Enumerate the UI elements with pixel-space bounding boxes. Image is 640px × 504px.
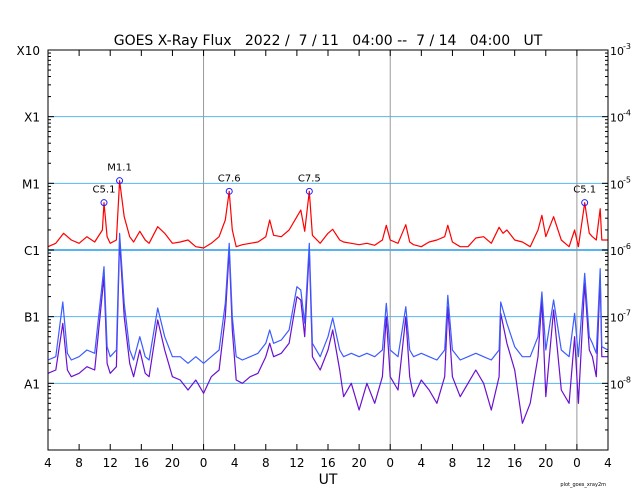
right-axis-label-exponent: -6 xyxy=(623,242,631,251)
series-short-line xyxy=(47,232,609,364)
flare-marker xyxy=(305,187,313,195)
right-axis-label: 10 -4 xyxy=(610,109,631,125)
flare-label: M1.1 xyxy=(107,163,132,174)
flare-marker xyxy=(116,177,124,185)
flare-marker xyxy=(100,199,108,207)
x-tick-label: 0 xyxy=(200,456,208,470)
flare-label: C7.6 xyxy=(218,173,241,184)
series-long-line xyxy=(47,180,608,249)
right-axis-label: 10 -6 xyxy=(610,242,631,258)
x-tick-label: 16 xyxy=(134,456,149,470)
right-axis-label-exponent: -4 xyxy=(623,109,631,118)
x-tick-label: 8 xyxy=(449,456,457,470)
plot-footer: plot_goes_xray2m xyxy=(560,482,606,488)
x-tick-label: 20 xyxy=(538,456,553,470)
series-short2-line xyxy=(47,239,608,424)
flare-marker xyxy=(225,187,233,195)
x-tick-label: 0 xyxy=(386,456,394,470)
x-tick-label: 16 xyxy=(320,456,335,470)
left-axis-label: C1 xyxy=(24,244,40,258)
flare-label: C5.1 xyxy=(573,185,596,196)
x-tick-label: 4 xyxy=(604,456,612,470)
right-axis-label-base: 10 xyxy=(610,45,624,58)
x-tick-label: 0 xyxy=(573,456,581,470)
left-axis-label: X10 xyxy=(17,44,41,58)
right-axis-label: 10 -3 xyxy=(610,42,631,58)
x-tick-label: 4 xyxy=(44,456,52,470)
flare-annotations: C5.1 M1.1 C7.6 C7.5 C5.1 xyxy=(93,163,596,207)
right-axis-label-exponent: -5 xyxy=(623,175,631,184)
right-axis-label-base: 10 xyxy=(610,178,624,191)
right-axis-label-base: 10 xyxy=(610,245,624,258)
flare-marker xyxy=(581,199,589,207)
left-axis-label: B1 xyxy=(24,311,40,325)
right-axis-label: 10 -5 xyxy=(610,175,631,191)
x-tick-label: 20 xyxy=(351,456,366,470)
right-axis-label-base: 10 xyxy=(610,112,624,125)
x-tick-label: 12 xyxy=(103,456,118,470)
right-axis-label: 10 -8 xyxy=(610,375,631,391)
right-axis-label-base: 10 xyxy=(610,378,624,391)
x-tick-label: 12 xyxy=(476,456,491,470)
series-layer xyxy=(47,180,609,424)
x-tick-label: 16 xyxy=(507,456,522,470)
x-tick-label: 8 xyxy=(262,456,270,470)
left-axis-label: A1 xyxy=(24,377,40,391)
x-tick-label: 4 xyxy=(231,456,239,470)
right-axis-label: 10 -7 xyxy=(610,309,631,325)
x-axis-label: UT xyxy=(319,472,338,488)
flare-label: C7.5 xyxy=(298,173,321,184)
flare-label: C5.1 xyxy=(93,185,116,196)
right-axis-label-exponent: -3 xyxy=(623,42,631,51)
right-axis-label-exponent: -8 xyxy=(623,375,631,384)
right-axis-label-base: 10 xyxy=(610,312,624,325)
axes-layer: 4 8 12 16 20 0 4 8 12 16 20 0 4 8 12 16 20 0 4 X10 X1 M1 C1 B1 A… xyxy=(17,42,631,470)
x-tick-label: 8 xyxy=(75,456,83,470)
x-tick-label: 4 xyxy=(418,456,426,470)
left-axis-label: X1 xyxy=(24,111,40,125)
grid-layer xyxy=(48,50,608,450)
chart-title: GOES X-Ray Flux 2022 / 7 / 11 04:00 -- 7… xyxy=(114,33,543,49)
left-axis-label: M1 xyxy=(22,177,40,191)
x-tick-label: 20 xyxy=(165,456,180,470)
right-axis-label-exponent: -7 xyxy=(623,309,631,318)
x-tick-label: 12 xyxy=(289,456,304,470)
